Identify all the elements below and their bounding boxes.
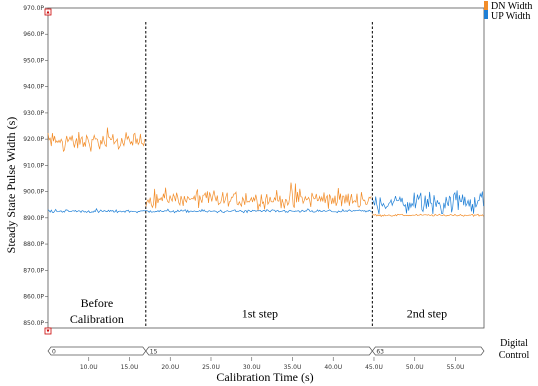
x-tick-label: 40.0U [324, 364, 342, 371]
x-tick-label: 45.0U [365, 364, 383, 371]
y-tick-label: 850.0P [23, 320, 44, 327]
x-tick-label: 25.0U [202, 364, 220, 371]
x-tick-label: 30.0U [243, 364, 261, 371]
series-line-up-0 [47, 207, 372, 214]
y-tick-label: 890.0P [23, 215, 44, 222]
y-tick-label: 860.0P [23, 294, 44, 301]
y-tick-label: 870.0P [23, 267, 44, 274]
y-tick-label: 970.0P [23, 5, 44, 12]
phase-annotation: 1st step [242, 307, 278, 321]
phase-annotation: Before Calibration [70, 296, 124, 326]
y-axis-label: Steady State Pulse Width (s) [4, 117, 18, 254]
phase-annotation: 2nd step [407, 307, 447, 321]
digital-control-segment [145, 346, 373, 356]
x-tick-label: 10.0U [80, 364, 98, 371]
x-tick-label: 20.0U [161, 364, 179, 371]
series-line-dn-1 [145, 182, 372, 211]
y-tick-label: 930.0P [23, 110, 44, 117]
digital-control-segment [371, 346, 485, 356]
y-tick-label: 910.0P [23, 162, 44, 169]
y-scroll-bottom-arrow-icon [46, 329, 50, 333]
y-tick-label: 940.0P [23, 84, 44, 91]
x-tick-label: 55.0U [447, 364, 465, 371]
series-line-dn-0 [47, 127, 146, 153]
x-tick-label: 35.0U [284, 364, 302, 371]
legend-label-dn: DN Width [491, 1, 532, 12]
digital-control-value: 0 [52, 349, 56, 356]
y-tick-label: 880.0P [23, 241, 44, 248]
digital-control-label: Digital Control [499, 338, 530, 361]
y-tick-label: 960.0P [23, 31, 44, 38]
y-tick-label: 920.0P [23, 136, 44, 143]
y-tick-label: 900.0P [23, 189, 44, 196]
y-scroll-top-arrow-icon [46, 10, 50, 14]
digital-control-value: 15 [150, 349, 158, 356]
digital-control-segment [47, 346, 147, 356]
x-tick-label: 15.0U [121, 364, 139, 371]
plot-frame [47, 7, 485, 329]
series-line-up-1 [372, 190, 484, 215]
legend-swatch-up [484, 10, 488, 19]
x-tick-label: 50.0U [406, 364, 424, 371]
x-axis-label: Calibration Time (s) [216, 370, 313, 384]
legend-swatch-dn [484, 1, 488, 10]
digital-control-value: 63 [376, 349, 384, 356]
legend-label-up: UP Width [491, 11, 530, 22]
series-line-dn-2 [372, 213, 484, 218]
y-tick-label: 950.0P [23, 57, 44, 64]
legend: DN Width UP Width [484, 1, 532, 22]
